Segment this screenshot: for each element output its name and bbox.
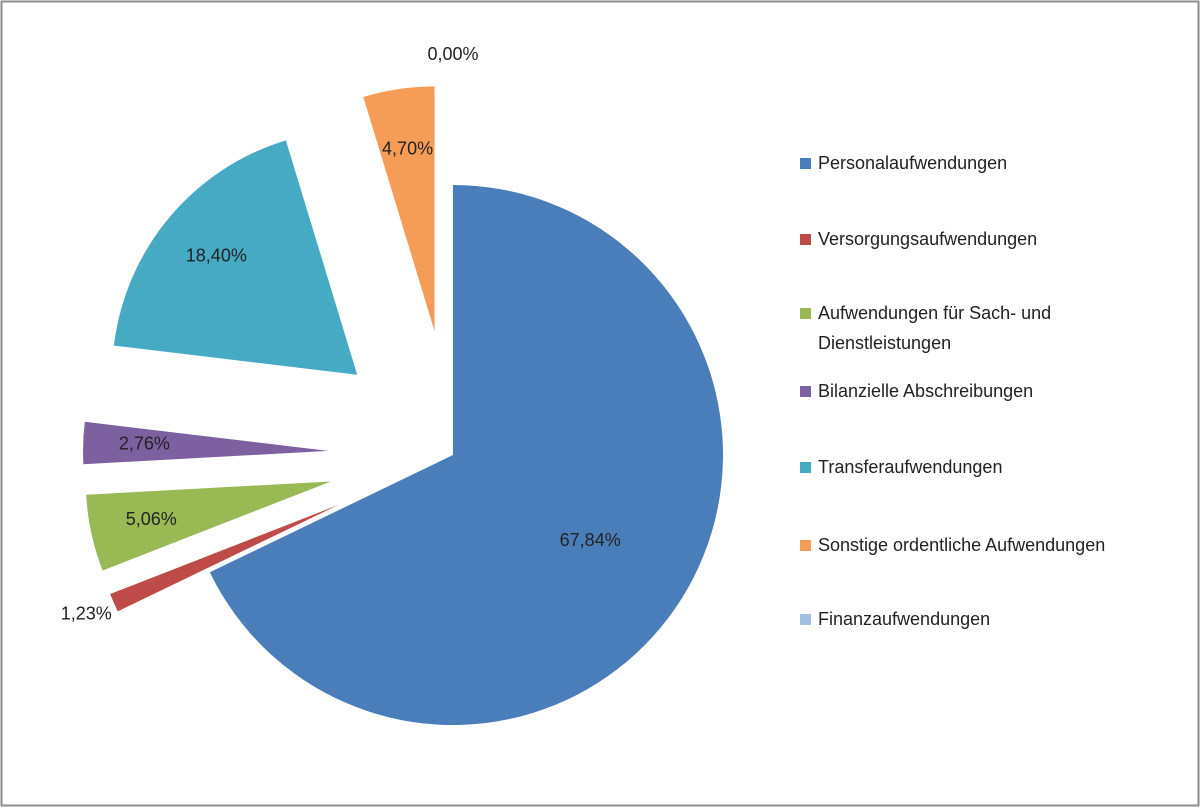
legend-swatch <box>800 386 811 397</box>
legend-swatch <box>800 462 811 473</box>
data-label: 0,00% <box>427 44 478 64</box>
legend-swatch <box>800 234 811 245</box>
legend-label: Aufwendungen für Sach- und Dienstleistun… <box>818 303 1052 353</box>
legend-item: Aufwendungen für Sach- und Dienstleistun… <box>800 298 1170 358</box>
legend-label: Sonstige ordentliche Aufwendungen <box>818 535 1106 555</box>
legend-label: Transferaufwendungen <box>818 457 1003 477</box>
legend-label: Bilanzielle Abschreibungen <box>818 381 1034 401</box>
legend-item: Personalaufwendungen <box>800 148 1170 178</box>
data-label: 1,23% <box>61 603 112 623</box>
data-label: 67,84% <box>560 530 621 550</box>
legend-label: Finanzaufwendungen <box>818 609 991 629</box>
data-label: 18,40% <box>186 245 247 265</box>
pie-slice <box>86 481 331 571</box>
pie-slice <box>83 421 329 465</box>
legend-label: Personalaufwendungen <box>818 153 1008 173</box>
legend-swatch <box>800 158 811 169</box>
legend-item: Bilanzielle Abschreibungen <box>800 376 1170 406</box>
legend-swatch <box>800 614 811 625</box>
pie-slice <box>113 140 358 375</box>
data-label: 2,76% <box>119 434 170 454</box>
pie-slice <box>363 86 435 332</box>
legend-swatch <box>800 308 811 319</box>
legend-swatch <box>800 540 811 551</box>
data-label: 5,06% <box>126 509 177 529</box>
pie-slice <box>209 185 723 725</box>
legend-item: Finanzaufwendungen <box>800 604 1170 634</box>
pie-slice <box>110 504 339 612</box>
data-label: 4,70% <box>382 138 433 158</box>
legend-item: Versorgungsaufwendungen <box>800 224 1170 254</box>
legend-item: Sonstige ordentliche Aufwendungen <box>800 530 1170 560</box>
legend-label: Versorgungsaufwendungen <box>818 229 1038 249</box>
legend-item: Transferaufwendungen <box>800 452 1170 482</box>
